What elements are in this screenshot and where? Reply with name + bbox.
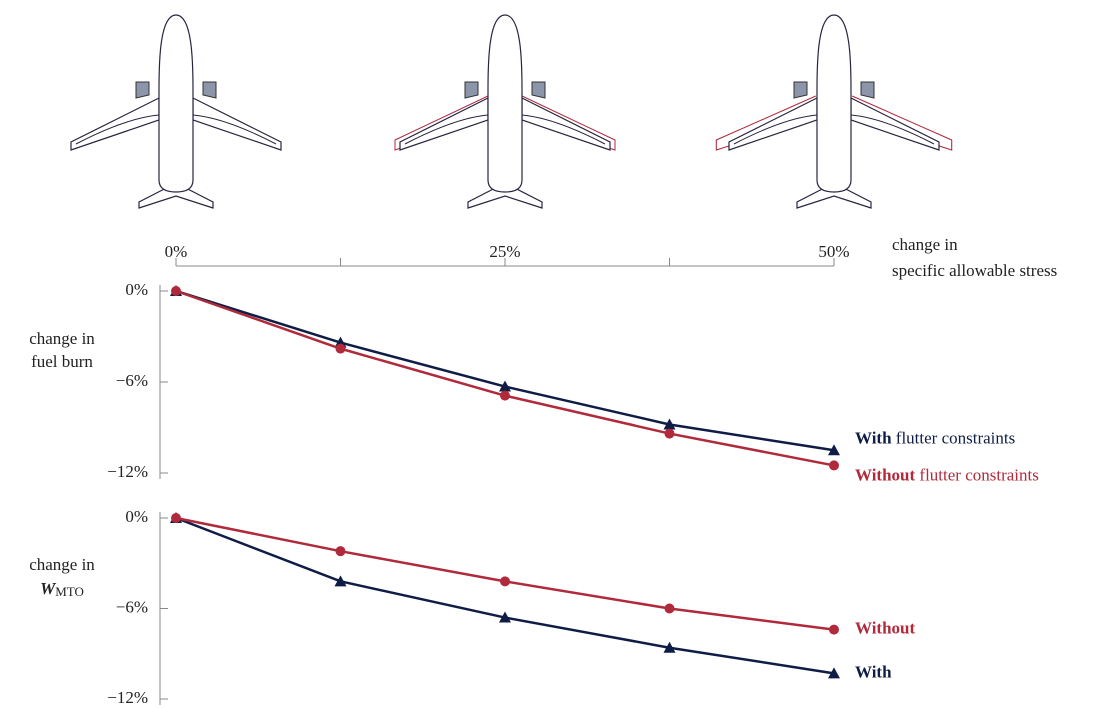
- marker: [335, 546, 346, 557]
- legend-entry: Without flutter constraints: [855, 465, 1039, 484]
- marker: [828, 444, 840, 456]
- y-axis-subscript: MTO: [55, 584, 84, 599]
- airplane-25: [399, 14, 611, 209]
- marker: [499, 380, 511, 392]
- marker: [334, 575, 347, 587]
- marker: [828, 667, 840, 679]
- marker: [664, 428, 675, 439]
- y-tick-label: 0%: [125, 280, 148, 299]
- marker: [500, 576, 510, 587]
- y-tick-label: −6%: [116, 597, 148, 616]
- y-axis-label: WMTO: [40, 579, 84, 599]
- legend-entry: With: [855, 662, 892, 681]
- series-line: [175, 289, 835, 452]
- marker: [829, 624, 839, 635]
- legend-note: flutter constraints: [896, 428, 1015, 447]
- y-tick-label: −6%: [116, 371, 148, 390]
- airplane-baseline: [70, 14, 282, 209]
- y-axis-label: change in: [29, 555, 95, 574]
- legend-entry: Without: [855, 619, 915, 638]
- marker: [171, 513, 181, 523]
- marker: [500, 390, 510, 401]
- x-axis-label: specific allowable stress: [892, 261, 1057, 280]
- marker: [171, 286, 181, 296]
- legend-name: With: [855, 428, 892, 447]
- marker: [663, 418, 676, 430]
- legend-name: With: [855, 662, 892, 681]
- y-axis-symbol: W: [40, 579, 57, 598]
- x-axis-label: change in: [892, 235, 958, 254]
- y-tick-label: 0%: [125, 507, 148, 526]
- legend-name: Without: [855, 465, 915, 484]
- marker: [663, 641, 676, 653]
- x-tick-label: 0%: [165, 242, 188, 261]
- legend-entry: With flutter constraints: [855, 428, 1015, 447]
- marker: [664, 603, 675, 614]
- x-tick-label: 25%: [489, 242, 520, 261]
- series-line: [175, 516, 835, 675]
- legend-note: flutter constraints: [919, 465, 1038, 484]
- y-tick-label: −12%: [107, 462, 148, 481]
- y-tick-label: −12%: [107, 688, 148, 707]
- airplane-50: [728, 14, 940, 209]
- y-axis-label: fuel burn: [31, 352, 93, 371]
- legend-name: Without: [855, 619, 915, 638]
- x-tick-label: 50%: [818, 242, 849, 261]
- marker: [335, 343, 346, 354]
- marker: [499, 611, 511, 623]
- marker: [829, 460, 839, 471]
- series-line: [175, 289, 835, 467]
- y-axis-label: change in: [29, 329, 95, 348]
